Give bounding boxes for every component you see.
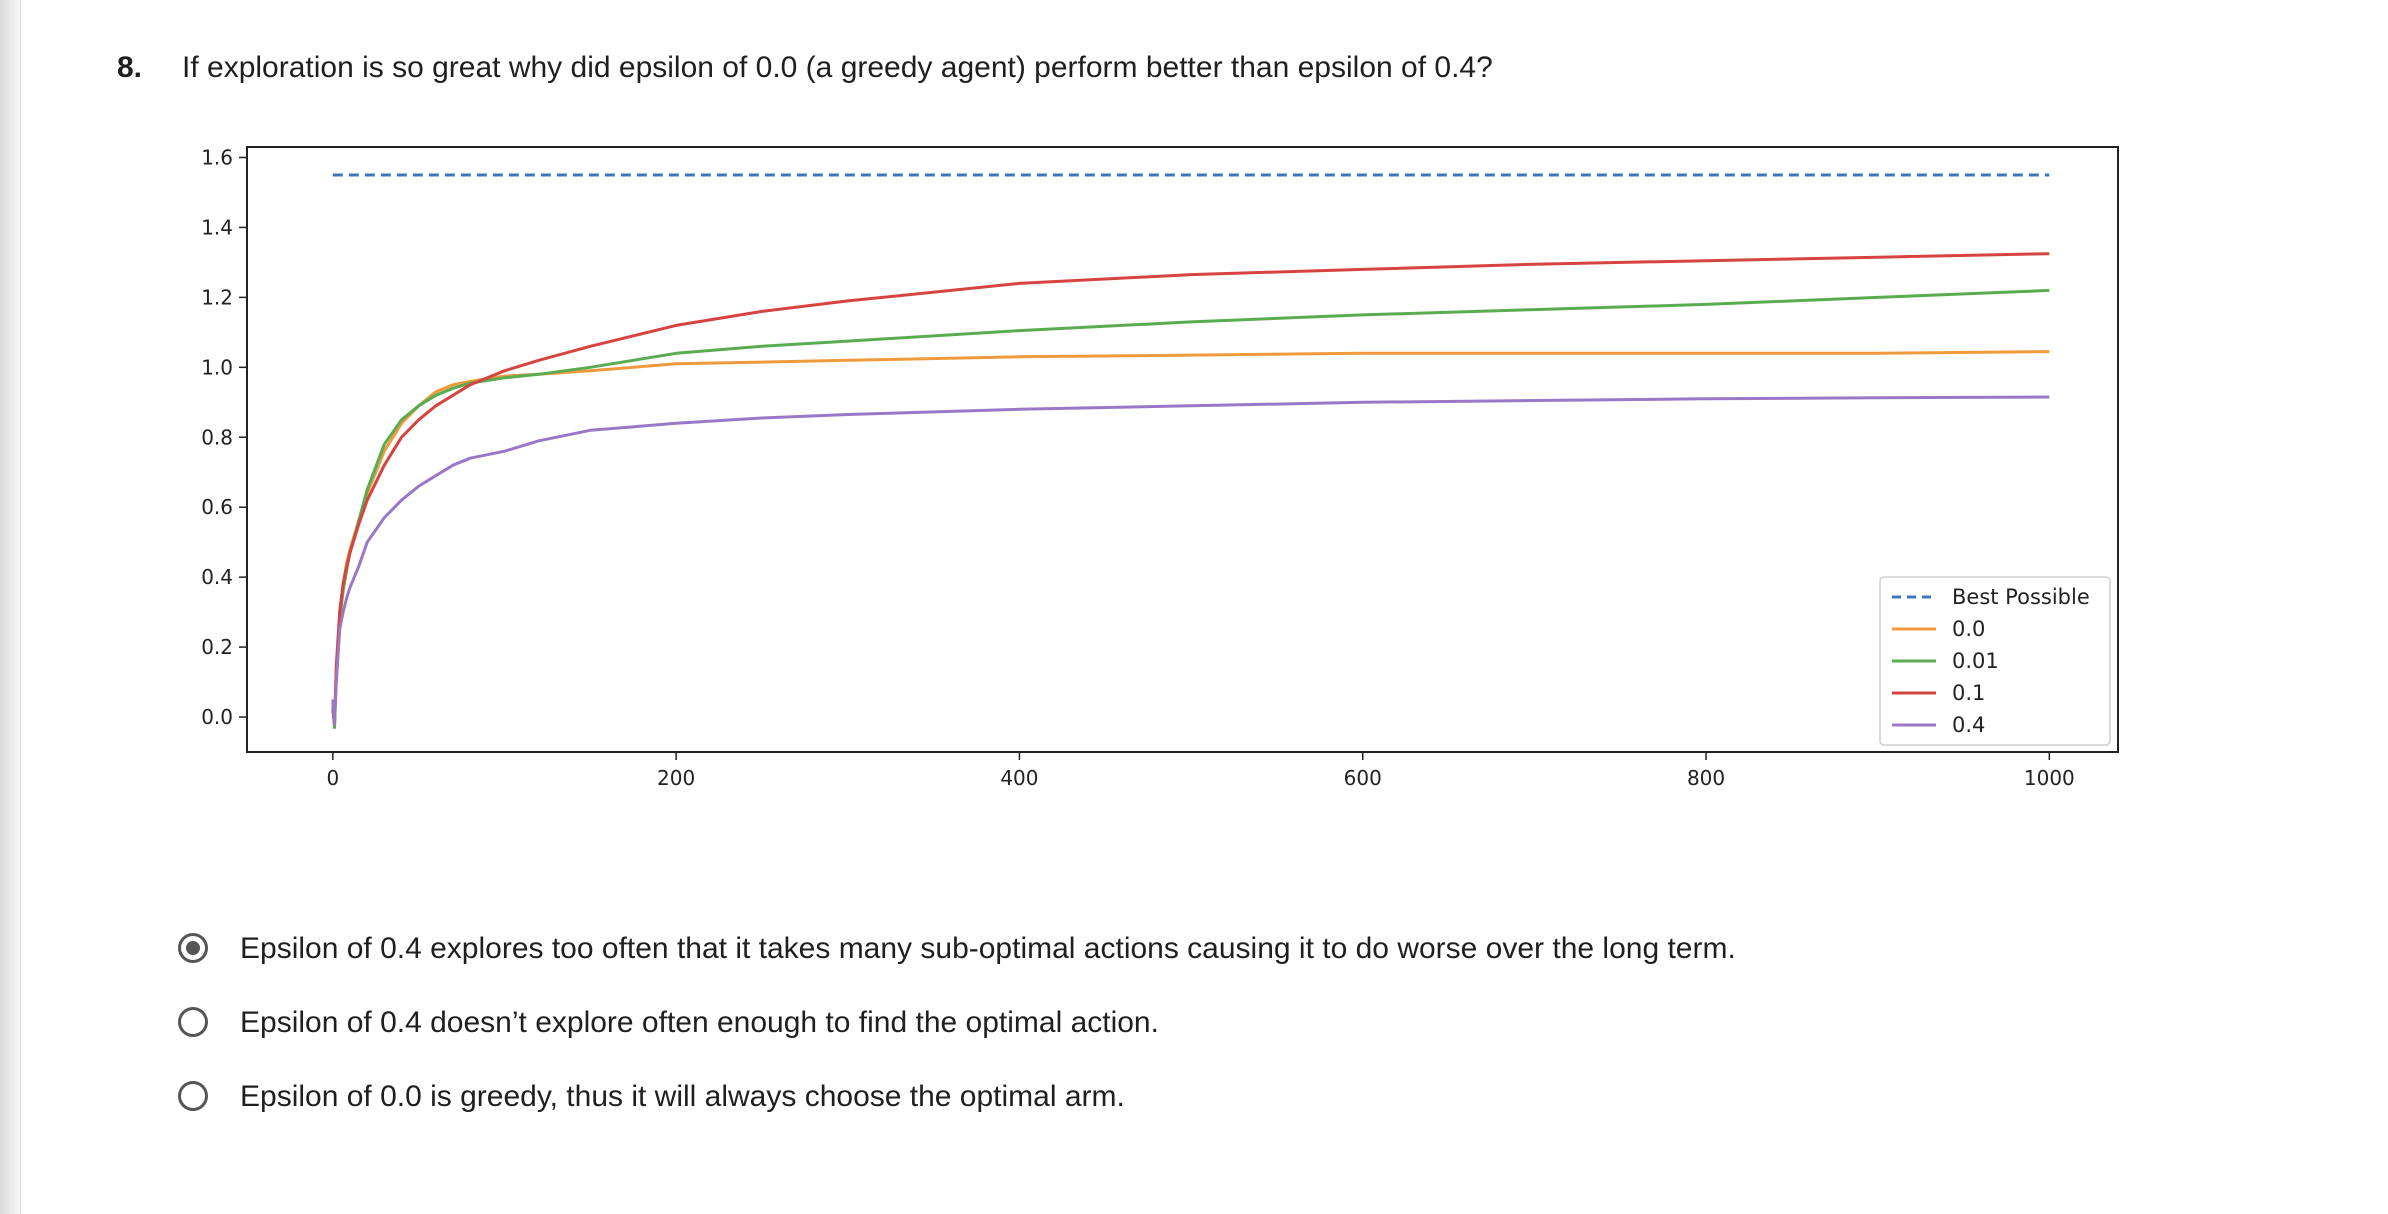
series-line-0-4 xyxy=(331,395,2050,726)
x-tick-label: 400 xyxy=(1000,766,1038,790)
question-text: If exploration is so great why did epsil… xyxy=(182,51,1493,84)
y-tick-label: 0.0 xyxy=(201,705,233,729)
question-number: 8. xyxy=(117,51,143,84)
reward-chart: 0.0 0.2 0.4 0.6 0.8 1.0 1.2 1.4 1.6 0 200 400 600 800… xyxy=(201,145,2119,790)
y-tick-label: 0.4 xyxy=(201,565,233,589)
radio-button-2[interactable] xyxy=(178,1007,208,1037)
answer-option-label[interactable]: Epsilon of 0.0 is greedy, thus it will a… xyxy=(240,1080,1125,1113)
radio-button-3[interactable] xyxy=(178,1081,208,1111)
answer-option-label[interactable]: Epsilon of 0.4 explores too often that i… xyxy=(240,932,1736,965)
legend-entry: 0.01 xyxy=(1952,649,1999,673)
plot-frame xyxy=(246,146,2119,753)
y-tick-label: 1.2 xyxy=(201,285,233,309)
y-tick-label: 0.2 xyxy=(201,635,233,659)
x-tick-label: 1000 xyxy=(2024,766,2075,790)
x-tick-label: 0 xyxy=(326,766,339,790)
radio-button-1[interactable] xyxy=(178,933,208,963)
y-tick-label: 1.0 xyxy=(201,355,233,379)
legend-entry: Best Possible xyxy=(1952,585,2090,609)
x-tick-label: 200 xyxy=(657,766,695,790)
legend-entry: 0.1 xyxy=(1952,681,1985,705)
legend-box xyxy=(1879,576,2111,746)
legend-entry: 0.0 xyxy=(1952,617,1985,641)
page-edge xyxy=(0,0,21,1214)
answer-option-label[interactable]: Epsilon of 0.4 doesn’t explore often eno… xyxy=(240,1006,1159,1039)
legend-entry: 0.4 xyxy=(1952,713,1985,737)
y-tick-label: 1.4 xyxy=(201,215,233,239)
y-tick-label: 1.6 xyxy=(201,145,233,169)
series-line-0-0 xyxy=(331,350,2050,726)
series-line-0-1 xyxy=(331,252,2050,726)
x-tick-label: 600 xyxy=(1344,766,1382,790)
y-tick-label: 0.6 xyxy=(201,495,233,519)
x-tick-label: 800 xyxy=(1687,766,1725,790)
y-tick-label: 0.8 xyxy=(201,425,233,449)
